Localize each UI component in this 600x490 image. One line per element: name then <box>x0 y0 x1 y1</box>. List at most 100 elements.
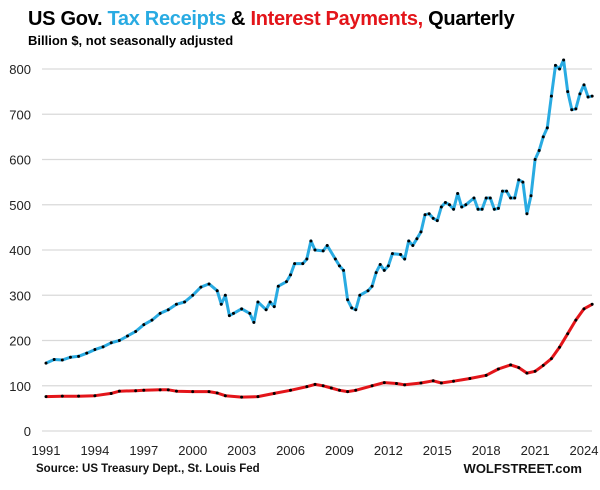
data-point <box>562 58 566 62</box>
data-point <box>525 212 529 216</box>
data-point <box>346 298 350 302</box>
data-point <box>366 289 370 293</box>
data-point <box>541 363 545 367</box>
data-point <box>142 388 146 392</box>
data-point <box>354 308 358 312</box>
data-point <box>77 354 81 358</box>
data-point <box>117 339 121 342</box>
data-point <box>448 203 451 207</box>
data-point <box>415 237 419 241</box>
data-point <box>505 189 509 193</box>
data-point <box>264 308 268 312</box>
data-point <box>174 302 178 306</box>
data-point <box>109 341 113 345</box>
data-point <box>68 355 72 359</box>
data-point <box>452 207 456 211</box>
title-interest-payments: Interest Payments, <box>250 8 423 30</box>
y-tick-label: 0 <box>24 424 31 439</box>
data-point <box>183 300 187 304</box>
data-point <box>207 282 211 286</box>
data-point <box>382 381 386 385</box>
data-point <box>166 388 170 392</box>
data-point <box>509 363 513 367</box>
data-point <box>537 148 541 152</box>
title-part: Quarterly <box>422 8 515 30</box>
data-point <box>452 379 456 383</box>
data-point <box>533 158 537 161</box>
data-point <box>52 358 56 362</box>
data-point <box>390 252 394 256</box>
data-point <box>521 180 525 184</box>
data-point <box>354 388 358 392</box>
data-point <box>289 388 293 392</box>
data-point <box>215 391 219 395</box>
data-point <box>272 305 276 309</box>
data-point <box>529 194 533 198</box>
y-tick-label: 200 <box>9 334 31 349</box>
data-point <box>423 213 427 217</box>
data-point <box>431 379 435 383</box>
data-point <box>126 334 130 338</box>
data-point <box>256 300 260 304</box>
data-point <box>305 257 309 261</box>
data-point <box>411 243 415 247</box>
data-point <box>109 391 113 395</box>
data-point <box>321 249 325 253</box>
data-point <box>582 83 586 87</box>
data-point <box>93 394 97 398</box>
data-point <box>395 381 399 385</box>
data-point <box>342 268 346 272</box>
data-point <box>293 262 297 266</box>
data-point <box>370 284 374 288</box>
data-point <box>549 357 553 361</box>
data-point <box>399 253 403 257</box>
data-point <box>44 361 48 365</box>
data-point <box>370 384 374 388</box>
data-point <box>215 289 219 293</box>
data-point <box>134 389 138 393</box>
y-tick-label: 800 <box>9 62 31 77</box>
data-point <box>439 381 443 385</box>
data-point <box>284 280 288 284</box>
x-tick-label: 1994 <box>80 443 109 458</box>
data-point <box>566 90 570 94</box>
data-point <box>590 94 594 98</box>
chart-title: US Gov. Tax Receipts & Interest Payments… <box>28 8 515 31</box>
data-point <box>150 318 154 322</box>
data-point <box>517 366 521 370</box>
data-point <box>578 92 582 96</box>
data-point <box>431 216 435 220</box>
data-point <box>289 273 293 277</box>
data-point <box>158 311 162 315</box>
data-point <box>496 367 500 371</box>
data-point <box>513 196 517 200</box>
data-point <box>407 239 411 243</box>
x-axis-ticks: 1991 1994 1997 2000 2003 2006 2009 2012 2015 2018… <box>32 443 599 458</box>
data-point <box>329 386 333 390</box>
data-point <box>337 264 341 268</box>
data-point <box>525 371 529 375</box>
data-point <box>240 395 244 399</box>
y-tick-label: 500 <box>9 198 31 213</box>
x-tick-label: 2003 <box>227 443 256 458</box>
data-point <box>101 345 105 349</box>
data-point <box>443 200 447 204</box>
data-point <box>488 196 492 200</box>
data-point <box>496 206 500 210</box>
data-point <box>439 205 443 209</box>
y-tick-label: 600 <box>9 153 31 168</box>
y-tick-label: 100 <box>9 379 31 394</box>
data-point <box>207 390 211 394</box>
data-point <box>313 382 317 386</box>
data-point <box>337 388 341 392</box>
data-point <box>358 293 362 297</box>
data-point <box>460 205 464 209</box>
data-point <box>60 394 64 398</box>
data-point <box>419 381 423 385</box>
data-point <box>305 385 309 389</box>
data-point <box>142 323 146 327</box>
x-tick-label: 2000 <box>178 443 207 458</box>
data-point <box>191 293 195 297</box>
data-point <box>541 135 545 139</box>
y-tick-label: 400 <box>9 243 31 258</box>
